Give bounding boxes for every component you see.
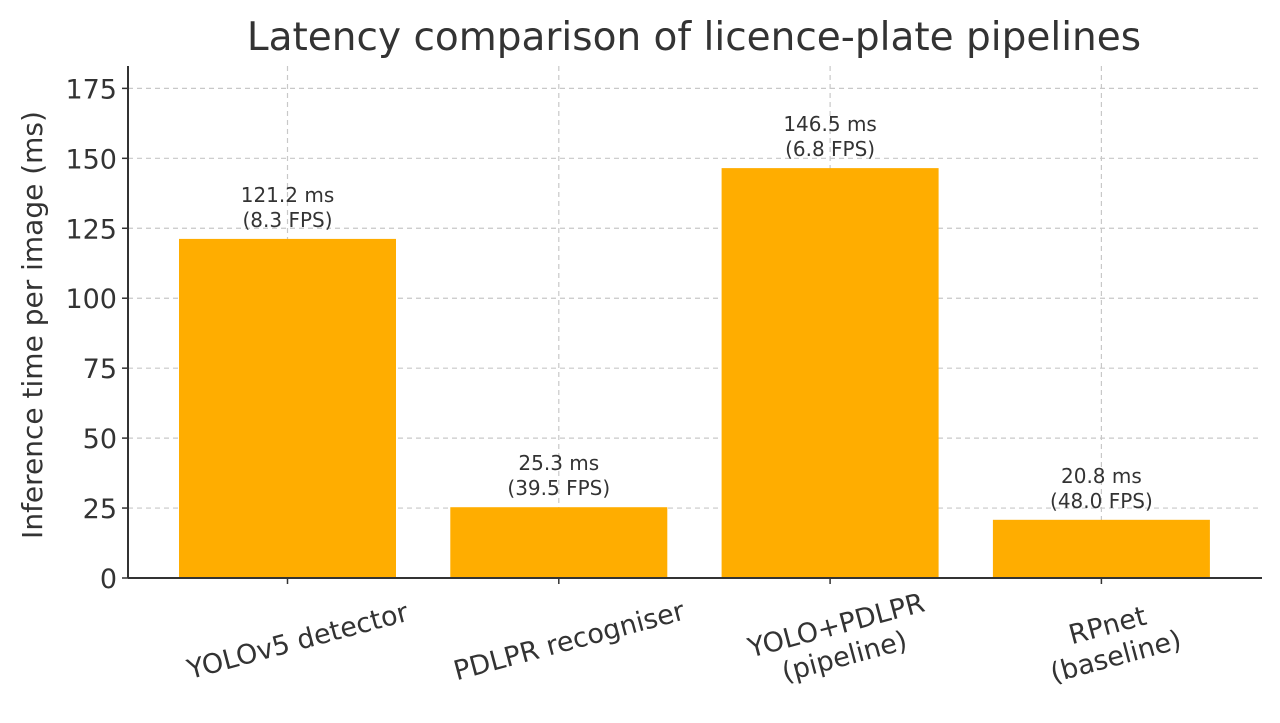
- data-label-line: 146.5 ms: [783, 112, 877, 136]
- data-label: 20.8 ms (48.0 FPS): [1050, 464, 1153, 513]
- x-tick-label-line: YOLOv5 detector: [183, 597, 412, 686]
- data-label-line: 20.8 ms: [1061, 464, 1142, 488]
- axes-layer: 0 25 50 75 100 125 150 175: [65, 66, 1262, 595]
- y-tick-label: 150: [65, 144, 117, 175]
- data-label: 25.3 ms (39.5 FPS): [507, 451, 610, 500]
- x-tick-label: PDLPR recogniser: [450, 595, 689, 687]
- bar: [450, 507, 668, 578]
- data-label-line: 121.2 ms: [241, 183, 335, 207]
- y-tick-label: 0: [100, 564, 117, 595]
- y-axis-label: Inference time per image (ms): [16, 111, 49, 539]
- x-tick-label: YOLOv5 detector: [183, 597, 412, 686]
- x-tick-label-line: PDLPR recogniser: [450, 595, 689, 687]
- data-label: 146.5 ms (6.8 FPS): [783, 112, 877, 161]
- y-tick-label: 75: [83, 354, 117, 385]
- data-label-line: (8.3 FPS): [242, 208, 332, 232]
- data-label-line: (39.5 FPS): [507, 476, 610, 500]
- y-tick-label: 125: [65, 214, 117, 245]
- data-label-line: (6.8 FPS): [785, 137, 875, 161]
- y-tick-label: 50: [83, 424, 117, 455]
- bar: [721, 168, 939, 578]
- y-tick-label: 25: [83, 494, 117, 525]
- data-label-line: (48.0 FPS): [1050, 489, 1153, 513]
- x-tick-label: YOLO+PDLPR(pipeline): [744, 588, 928, 689]
- chart-title: Latency comparison of licence-plate pipe…: [247, 15, 1141, 60]
- bars-layer: [179, 168, 1210, 579]
- y-tick-label: 100: [65, 284, 117, 315]
- y-tick-label: 175: [65, 74, 117, 105]
- x-tick-label: RPnet(baseline): [1047, 601, 1185, 689]
- bar: [179, 238, 396, 579]
- data-label-line: 25.3 ms: [518, 451, 599, 475]
- data-label: 121.2 ms (8.3 FPS): [241, 183, 335, 232]
- bar: [992, 519, 1210, 578]
